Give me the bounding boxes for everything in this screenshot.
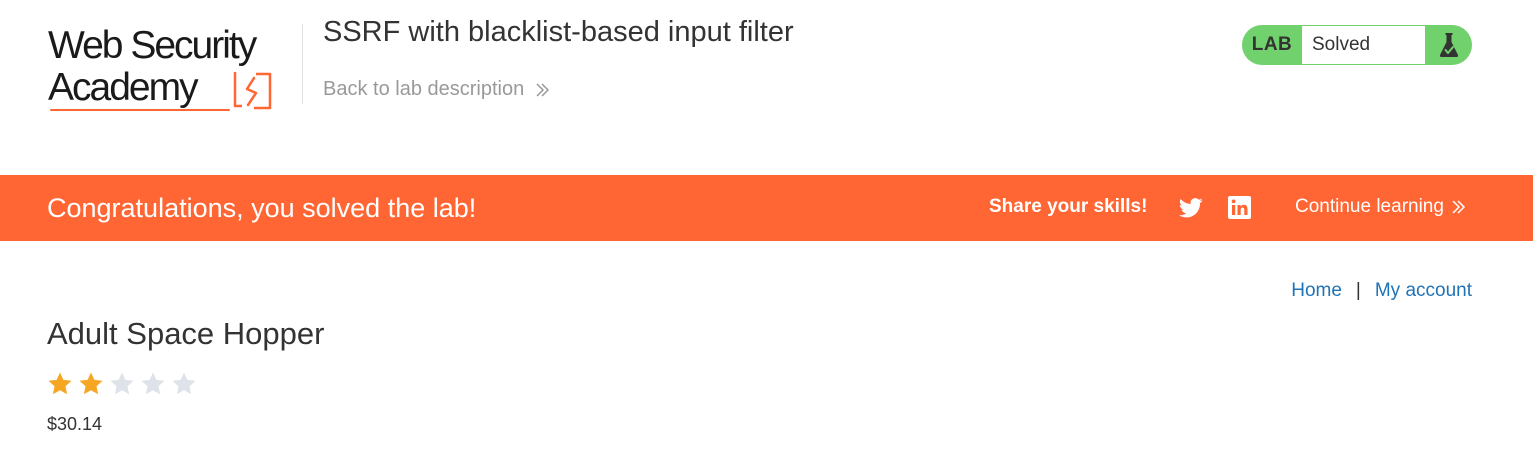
flask-icon xyxy=(1439,33,1458,57)
product-rating xyxy=(47,371,202,397)
lab-label: LAB xyxy=(1251,34,1293,55)
academy-header: Web Security Academy SSRF with blacklist… xyxy=(0,0,1533,175)
lab-title: SSRF with blacklist-based input filter xyxy=(323,16,794,48)
home-link[interactable]: Home xyxy=(1291,280,1342,301)
share-skills-label: Share your skills! xyxy=(989,196,1148,217)
back-to-lab-description-link[interactable]: Back to lab description xyxy=(323,78,550,101)
product-price: $30.14 xyxy=(47,414,103,434)
star-empty-icon xyxy=(110,372,134,395)
my-account-link[interactable]: My account xyxy=(1374,280,1472,301)
lab-status-text: Solved xyxy=(1302,26,1425,64)
header-divider xyxy=(302,24,303,104)
congratulations-message: Congratulations, you solved the lab! xyxy=(47,193,477,223)
logo-underline xyxy=(50,109,230,111)
logo-mark-icon xyxy=(233,72,272,110)
continue-learning-link[interactable]: Continue learning xyxy=(1295,196,1466,218)
flask-icon-wrapper xyxy=(1425,25,1472,65)
double-chevron-right-icon xyxy=(536,82,550,97)
logo-line-2: Academy xyxy=(48,66,199,109)
top-nav-links: Home | My account xyxy=(1291,280,1472,302)
back-link-label: Back to lab description xyxy=(323,78,525,100)
congratulations-banner: Congratulations, you solved the lab! Sha… xyxy=(0,175,1533,241)
nav-separator: | xyxy=(1355,280,1361,301)
star-empty-icon xyxy=(141,372,165,395)
web-security-academy-logo[interactable]: Web Security Academy xyxy=(48,22,298,114)
star-empty-icon xyxy=(172,372,196,395)
twitter-icon[interactable] xyxy=(1179,197,1203,219)
star-filled-icon xyxy=(79,372,103,395)
star-filled-icon xyxy=(48,372,72,395)
linkedin-icon[interactable] xyxy=(1228,196,1251,219)
continue-learning-label: Continue learning xyxy=(1295,196,1444,217)
lab-status-widget: LAB Solved xyxy=(1242,25,1472,65)
logo-line-1: Web Security xyxy=(48,24,257,67)
product-title: Adult Space Hopper xyxy=(47,316,325,351)
double-chevron-right-icon xyxy=(1452,200,1466,214)
